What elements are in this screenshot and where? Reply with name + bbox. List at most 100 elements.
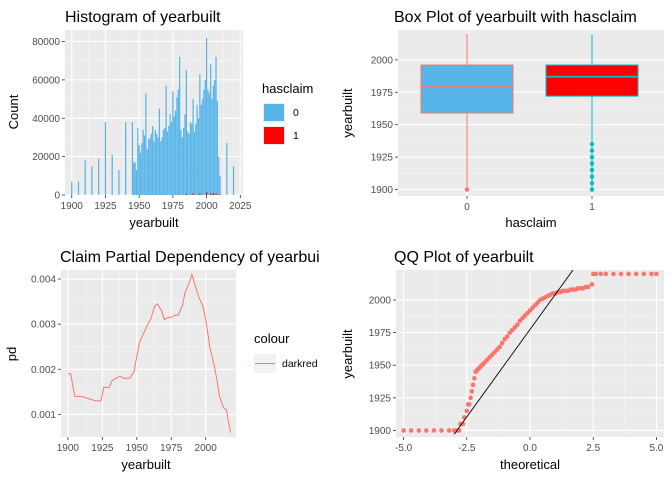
qq-point — [585, 284, 591, 290]
y-tick-label: 1975 — [371, 88, 394, 99]
bar-series-0 — [183, 127, 185, 195]
y-tick-label: 0.003 — [31, 320, 56, 331]
bar-series-0 — [161, 137, 163, 195]
x-tick-label: 0 — [464, 202, 470, 213]
qq-point — [633, 271, 639, 277]
bar-series-0 — [177, 89, 179, 195]
y-ticks: 1900 1925 1950 1975 2000 — [371, 55, 398, 196]
bar-series-0 — [77, 181, 80, 195]
bar-series-0 — [181, 137, 183, 195]
outlier-point — [589, 167, 595, 173]
qq-point — [618, 271, 624, 277]
box-series — [420, 33, 639, 192]
plot-panel — [61, 270, 236, 437]
bar-series-0 — [192, 99, 194, 195]
bar-series-0 — [216, 100, 218, 195]
chart-title: QQ Plot of yearbuilt — [394, 249, 534, 266]
bar-series-0 — [131, 122, 134, 195]
bar-series-0 — [146, 148, 148, 195]
qq-point — [589, 282, 595, 287]
outlier-point — [464, 187, 470, 192]
qq-point — [515, 322, 520, 328]
qq-point — [593, 271, 599, 277]
y-tick-label: 0.001 — [31, 410, 56, 421]
x-ticks: 1900 1925 1950 1975 2000 — [57, 437, 217, 454]
bar-series-0 — [172, 91, 174, 195]
qq-point — [472, 375, 477, 381]
y-tick-label: 1950 — [371, 120, 394, 131]
bar-series-0 — [195, 124, 197, 195]
box-iqr-1 — [545, 64, 639, 97]
bar-series-0 — [199, 74, 201, 195]
legend-title: colour — [254, 331, 290, 346]
y-tick-label: 1975 — [369, 328, 392, 339]
bar-series-0 — [193, 131, 196, 195]
qq-plot-panel: QQ Plot of yearbuilt -5.0 -2.5 0.0 2.5 5.0 1… — [336, 240, 672, 480]
legend-key-0 — [264, 104, 284, 121]
bar-series-0 — [208, 93, 210, 195]
y-axis-label: yearbuilt — [340, 88, 355, 138]
qq-point — [468, 395, 473, 401]
bar-series-0 — [170, 122, 173, 195]
x-tick-label: 1925 — [91, 443, 114, 454]
bar-series-0 — [196, 104, 198, 195]
bar-series-0 — [205, 37, 208, 195]
y-tick-label: 60000 — [32, 75, 60, 86]
y-tick-label: 20000 — [32, 152, 60, 163]
bar-series-0 — [210, 64, 212, 195]
bar-series-0 — [185, 70, 187, 195]
x-tick-label: 5.0 — [649, 443, 663, 454]
bar-series-0 — [111, 154, 113, 195]
bar-series-0 — [212, 85, 214, 195]
bar-series-0 — [232, 166, 235, 195]
bar-series-0 — [179, 56, 181, 195]
chart-title: Box Plot of yearbuilt with hasclaim — [394, 9, 637, 26]
bar-series-0 — [219, 175, 221, 195]
bar-series-1 — [210, 193, 212, 195]
bar-series-1 — [205, 192, 208, 195]
qq-point — [401, 428, 406, 433]
y-tick-label: 1900 — [371, 185, 394, 196]
bar-series-1 — [219, 194, 221, 196]
bar-series-0 — [174, 110, 177, 195]
bar-series-0 — [71, 181, 73, 195]
y-tick-label: 40000 — [32, 114, 60, 125]
y-tick-label: 1900 — [369, 426, 392, 437]
bar-series-0 — [203, 89, 205, 195]
x-tick-label: 1975 — [160, 443, 183, 454]
outlier-point — [589, 161, 595, 166]
y-axis-label: pd — [4, 347, 19, 361]
box-iqr-0 — [420, 64, 514, 114]
qq-point — [416, 428, 422, 433]
bar-series-0 — [173, 116, 175, 195]
legend-key-1 — [264, 127, 284, 144]
x-axis-label: theoretical — [500, 457, 560, 472]
bar-series-0 — [142, 129, 144, 195]
outlier-point — [589, 141, 595, 147]
bar-series-0 — [188, 133, 190, 195]
y-tick-label: 1925 — [369, 393, 392, 404]
x-tick-label: 2025 — [229, 201, 252, 212]
bar-series-0 — [104, 122, 107, 195]
bar-series-0 — [138, 145, 140, 195]
bar-series-0 — [176, 97, 178, 195]
x-tick-label: 1950 — [128, 201, 151, 212]
bar-series-0 — [118, 170, 120, 195]
x-tick-label: 1900 — [61, 201, 84, 212]
bar-series-0 — [139, 152, 142, 195]
bar-series-0 — [168, 125, 170, 195]
bar-series-0 — [141, 143, 143, 195]
bar-series-0 — [164, 127, 166, 195]
bar-series-1 — [212, 193, 214, 195]
outlier-point — [589, 180, 595, 186]
bar-series-0 — [218, 156, 220, 195]
histogram-chart: Histogram of yearbuilt 1900 1925 1950 1975 2… — [6, 9, 313, 230]
bar-series-1 — [199, 193, 201, 195]
x-tick-label: 1950 — [126, 443, 149, 454]
qq-reference-line — [453, 269, 574, 435]
y-tick-label: 0.004 — [31, 275, 56, 286]
qq-point — [497, 344, 502, 350]
line-series — [67, 272, 231, 433]
legend: hasclaim 0 1 — [262, 81, 313, 145]
